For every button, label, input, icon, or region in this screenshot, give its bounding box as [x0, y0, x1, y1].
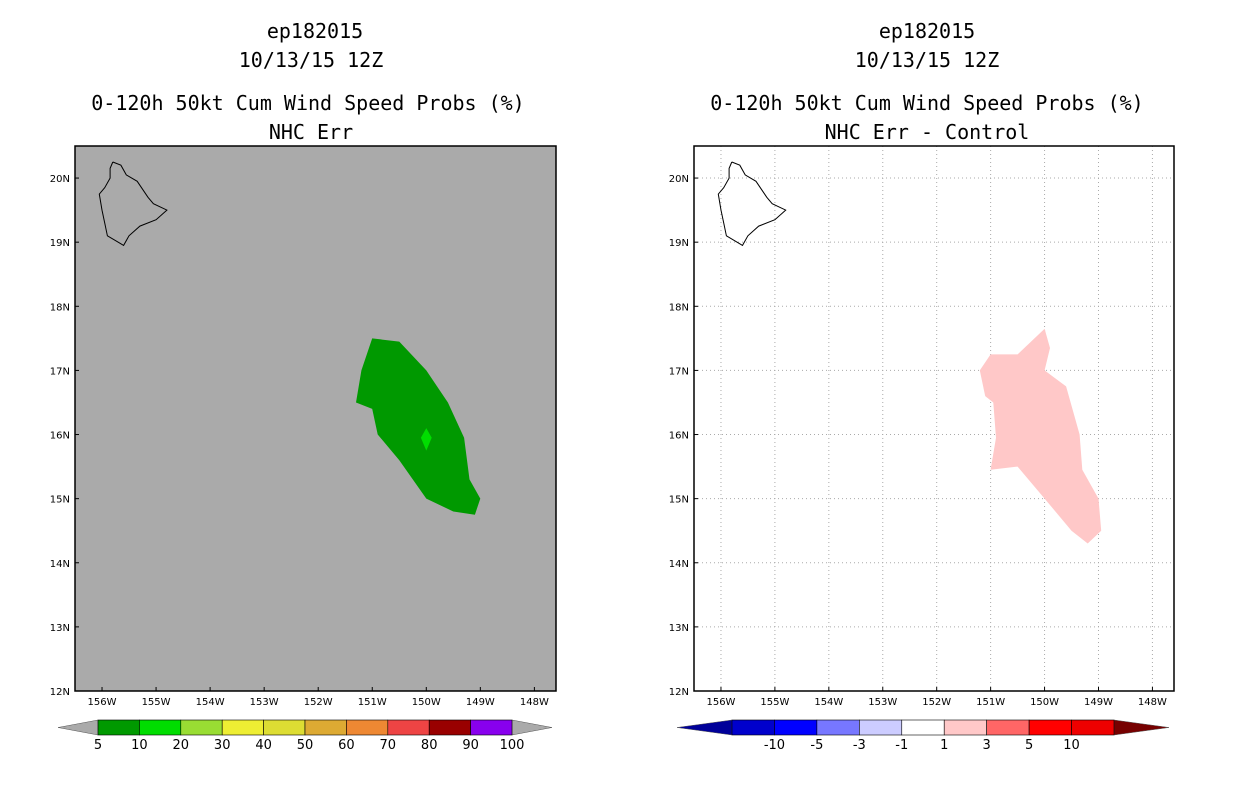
- colorbar-swatch: [304, 719, 347, 736]
- y-tick-label: 15N: [50, 495, 70, 506]
- colorbar-swatch: [97, 719, 140, 736]
- y-tick-label: 15N: [669, 495, 689, 506]
- colorbar-under-triangle: [676, 719, 733, 736]
- colorbar-swatch: [731, 719, 775, 736]
- colorbar-swatch: [1028, 719, 1072, 736]
- colorbar-label: 10: [131, 738, 148, 753]
- x-tick-label: 149W: [1084, 697, 1113, 708]
- right-title-line-3: 0-120h 50kt Cum Wind Speed Probs (%): [710, 91, 1143, 115]
- x-tick-label: 155W: [142, 697, 171, 708]
- colorbar-swatch: [346, 719, 389, 736]
- colorbar-swatch: [428, 719, 471, 736]
- colorbar-swatch: [1071, 719, 1115, 736]
- colorbar-over-triangle: [511, 719, 553, 736]
- y-tick-label: 19N: [50, 238, 70, 249]
- y-tick-label: 17N: [50, 366, 70, 377]
- x-tick-label: 152W: [922, 697, 951, 708]
- x-tick-label: 150W: [1030, 697, 1059, 708]
- y-tick-label: 13N: [50, 623, 70, 634]
- colorbar-swatch: [943, 719, 987, 736]
- colorbar-swatch: [387, 719, 430, 736]
- colorbar-label: 60: [338, 738, 355, 753]
- colorbar-label: 40: [255, 738, 272, 753]
- colorbar-swatch: [774, 719, 818, 736]
- x-tick-label: 148W: [1138, 697, 1167, 708]
- colorbar-label: 30: [214, 738, 231, 753]
- y-tick-label: 16N: [50, 431, 70, 442]
- x-tick-label: 153W: [868, 697, 897, 708]
- colorbar-swatch: [816, 719, 860, 736]
- x-tick-label: 154W: [196, 697, 225, 708]
- colorbar-label: -5: [810, 738, 823, 753]
- x-tick-label: 151W: [358, 697, 387, 708]
- left-title-line-2: 10/13/15 12Z: [239, 48, 384, 72]
- probability-region-10-20: [420, 428, 432, 451]
- colorbar-swatch: [221, 719, 264, 736]
- x-tick-label: 156W: [88, 697, 117, 708]
- colorbar-swatch: [263, 719, 306, 736]
- right-title-line-1: ep182015: [879, 19, 975, 43]
- right-title-line-4: NHC Err - Control: [825, 120, 1030, 144]
- colorbar-label: -10: [764, 738, 785, 753]
- probability-region-1-3: [979, 328, 1102, 544]
- y-tick-label: 20N: [669, 174, 689, 185]
- y-tick-label: 20N: [50, 174, 70, 185]
- y-tick-label: 14N: [669, 559, 689, 570]
- colorbar-label: 70: [380, 738, 397, 753]
- colorbar-label: -3: [853, 738, 866, 753]
- colorbar-swatch: [470, 719, 513, 736]
- island-coastline: [98, 161, 168, 247]
- y-tick-label: 16N: [669, 431, 689, 442]
- y-tick-label: 14N: [50, 559, 70, 570]
- x-tick-label: 155W: [760, 697, 789, 708]
- colorbar-swatch: [139, 719, 182, 736]
- y-tick-label: 17N: [669, 366, 689, 377]
- x-tick-label: 156W: [706, 697, 735, 708]
- x-tick-label: 151W: [976, 697, 1005, 708]
- colorbar-label: 100: [500, 738, 525, 753]
- x-tick-label: 152W: [304, 697, 333, 708]
- colorbar-label: 50: [297, 738, 314, 753]
- colorbar-swatch: [986, 719, 1030, 736]
- colorbar-swatch: [859, 719, 903, 736]
- colorbar-label: -1: [895, 738, 908, 753]
- colorbar-label: 90: [462, 738, 479, 753]
- y-tick-label: 18N: [669, 302, 689, 313]
- colorbar-label: 80: [421, 738, 438, 753]
- plot-background: [694, 146, 1174, 691]
- probability-region-5-10: [356, 338, 481, 515]
- y-tick-label: 18N: [50, 302, 70, 313]
- colorbar-swatch: [901, 719, 945, 736]
- plot-frame: [74, 145, 557, 692]
- x-tick-label: 148W: [520, 697, 549, 708]
- left-title-line-3: 0-120h 50kt Cum Wind Speed Probs (%): [91, 91, 524, 115]
- colorbar-swatch: [180, 719, 223, 736]
- colorbar-label: 20: [173, 738, 190, 753]
- right-title-line-2: 10/13/15 12Z: [855, 48, 1000, 72]
- colorbar-over-triangle: [1113, 719, 1170, 736]
- x-tick-label: 153W: [250, 697, 279, 708]
- x-tick-label: 150W: [412, 697, 441, 708]
- left-title-line-4: NHC Err: [269, 120, 353, 144]
- plot-background: [75, 146, 556, 691]
- y-tick-label: 13N: [669, 623, 689, 634]
- left-title-line-1: ep182015: [267, 19, 363, 43]
- y-tick-label: 12N: [50, 687, 70, 698]
- colorbar-label: 1: [940, 738, 948, 753]
- colorbar-label: 5: [94, 738, 102, 753]
- y-tick-label: 12N: [669, 687, 689, 698]
- left-map-panel: 156W 155W 154W 153W 152W 151W 150W 149W 148W 12N 1…: [50, 145, 557, 753]
- colorbar-label: 5: [1025, 738, 1033, 753]
- right-map-panel: 156W 155W 154W 153W 152W 151W 150W 149W 148W 12N 1…: [669, 145, 1175, 753]
- plot-frame: [693, 145, 1175, 692]
- colorbar-label: 10: [1063, 738, 1080, 753]
- x-tick-label: 149W: [466, 697, 495, 708]
- island-coastline: [717, 161, 787, 247]
- y-tick-label: 19N: [669, 238, 689, 249]
- x-tick-label: 154W: [814, 697, 843, 708]
- colorbar-under-triangle: [57, 719, 99, 736]
- colorbar-label: 3: [983, 738, 991, 753]
